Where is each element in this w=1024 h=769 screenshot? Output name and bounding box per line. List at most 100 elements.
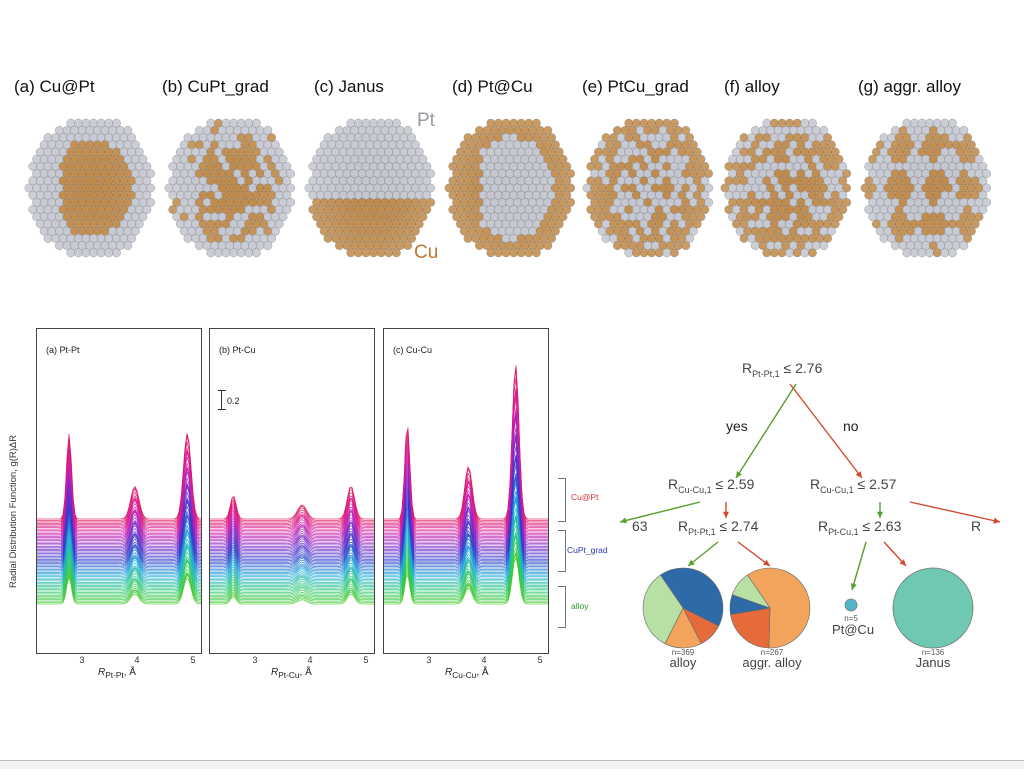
atom [131, 226, 140, 236]
atom [104, 248, 114, 258]
tree-arrowhead [736, 471, 742, 478]
x-tick: 3 [252, 655, 258, 665]
rdf-curve [210, 546, 374, 566]
rdf-curve [210, 589, 374, 601]
atom [982, 183, 991, 193]
atom [516, 248, 526, 258]
atom [562, 190, 572, 200]
atom [800, 248, 810, 258]
scale-bar [218, 390, 230, 410]
atom [138, 212, 148, 222]
atom [932, 248, 942, 258]
atom [959, 241, 969, 250]
leaf-label-pt-at-cu: Pt@Cu [831, 622, 875, 637]
atom [278, 212, 288, 222]
x-axis-label-pt-cu: RPt-Cu, Å [271, 667, 312, 680]
atom [562, 162, 572, 171]
atom [554, 147, 564, 157]
rdf-curve [210, 554, 374, 572]
atom [670, 118, 679, 128]
atom [842, 169, 851, 178]
x-ticks-pt-pt: 3 4 5 [36, 655, 202, 669]
atom [963, 234, 972, 243]
atom [670, 248, 679, 258]
atom [978, 162, 988, 171]
leaf-label-aggr-alloy: aggr. alloy [742, 655, 802, 670]
x-axis-label-cu-cu: RCu-Cu, Å [445, 667, 489, 680]
rdf-curve [210, 517, 374, 543]
scale-bar-label: 0.2 [227, 396, 240, 406]
atom [411, 140, 420, 150]
atom [624, 248, 634, 258]
atom [524, 248, 534, 258]
rdf-curve [210, 557, 374, 575]
rdf-curve [210, 575, 374, 589]
atom [978, 190, 988, 200]
atom [700, 162, 710, 171]
x-tick: 4 [481, 655, 487, 665]
atom [422, 190, 432, 200]
atom [838, 176, 848, 186]
atom [74, 248, 83, 258]
rdf-panel-cu-cu: (c) Cu-Cu [383, 328, 549, 654]
atom [978, 176, 988, 186]
atom [426, 169, 435, 178]
atom [138, 154, 148, 164]
atom [823, 234, 832, 243]
atom [267, 234, 276, 243]
rdf-curve [37, 560, 201, 595]
atom [286, 183, 295, 193]
rdf-curve [210, 523, 374, 549]
atom [494, 248, 503, 258]
rdf-curve [210, 581, 374, 595]
structure-label-ptcu-grad: (e) PtCu_grad [582, 77, 689, 96]
rdf-curve [210, 556, 374, 573]
rdf-curve [210, 500, 374, 531]
atom [925, 248, 934, 258]
atom [959, 126, 969, 135]
rdf-curve [210, 528, 374, 552]
atom [700, 176, 710, 186]
atom [751, 241, 760, 250]
atom [554, 219, 564, 229]
atom [422, 162, 432, 171]
tree-node-left: RCu-Cu,1 ≤ 2.59 [668, 476, 755, 495]
leaf-count: n=5 [844, 614, 858, 623]
atom [361, 248, 371, 258]
tree-node-root: RPt-Pt,1 ≤ 2.76 [742, 360, 823, 379]
pie-slice [731, 574, 771, 609]
atom [426, 198, 435, 207]
atom [263, 126, 273, 135]
atom [963, 133, 972, 142]
atom [236, 248, 246, 258]
group-label-cu-at-pt: Cu@Pt [571, 492, 599, 502]
group-label-cupt-grad: CuPt_grad [567, 545, 608, 555]
rdf-curve [210, 544, 374, 563]
atom [792, 248, 802, 258]
nanoparticle-image [160, 108, 302, 268]
atom [842, 183, 851, 193]
rdf-curves-cu-cu [384, 365, 548, 605]
rdf-curves-pt-pt [37, 433, 201, 605]
atom [282, 190, 292, 200]
rdf-curve [210, 565, 374, 580]
structure-label-cu-at-pt: (a) Cu@Pt [14, 77, 95, 96]
atom [562, 176, 572, 186]
atom [910, 248, 919, 258]
atom [808, 248, 817, 258]
atom [948, 118, 957, 128]
x-tick: 4 [134, 655, 140, 665]
atom [547, 234, 556, 243]
atom [662, 248, 672, 258]
atom [89, 248, 98, 258]
atom [392, 248, 401, 258]
atom [551, 140, 560, 150]
atom [970, 219, 980, 229]
rdf-panel-title: (b) Pt-Cu [219, 345, 256, 355]
atom [376, 248, 386, 258]
rdf-curve [37, 433, 201, 520]
nanoparticle-image [300, 108, 442, 268]
atom [407, 234, 416, 243]
atom [403, 126, 413, 135]
atom [681, 126, 691, 135]
